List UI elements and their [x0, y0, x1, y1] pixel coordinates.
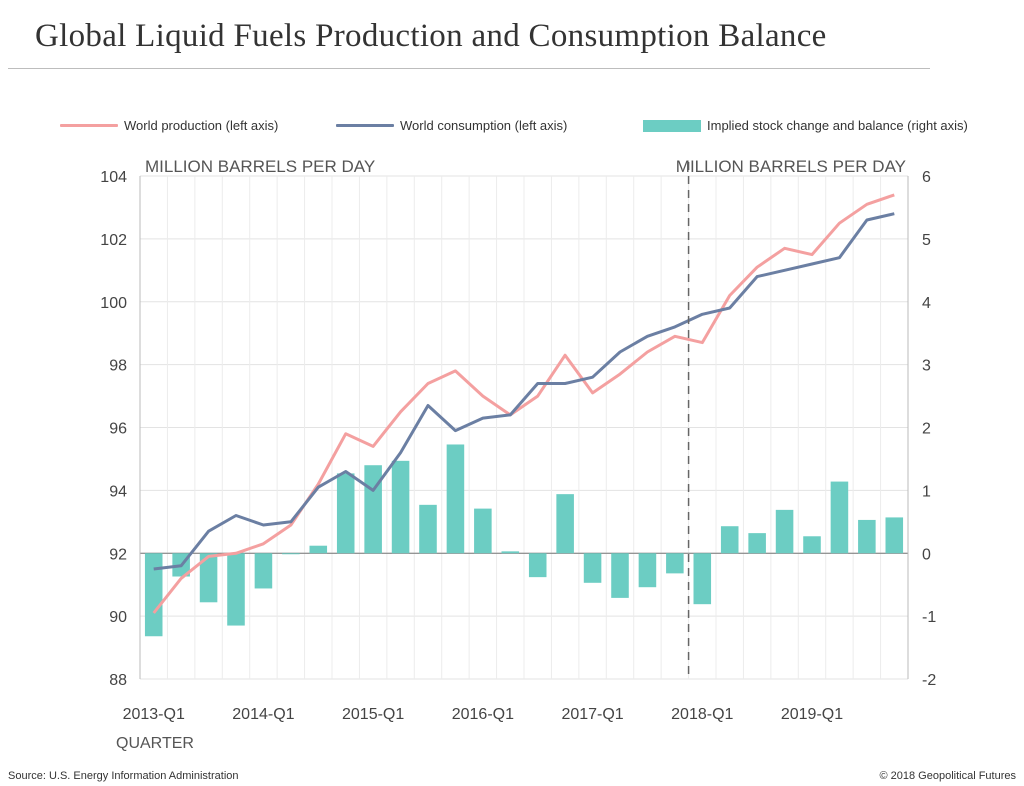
- bar-balance: [583, 553, 602, 583]
- bar-balance: [858, 519, 876, 554]
- legend-label-balance: Implied stock change and balance (right …: [707, 118, 968, 133]
- copyright-note: © 2018 Geopolitical Futures: [879, 770, 1016, 782]
- y-right-axis-title: MILLION BARRELS PER DAY: [676, 157, 906, 176]
- bar-balance: [720, 526, 739, 554]
- y-right-tick-label: -2: [922, 672, 936, 689]
- source-note: Source: U.S. Energy Information Administ…: [8, 770, 239, 782]
- y-left-tick-label: 88: [109, 672, 127, 689]
- legend-swatch-balance: [643, 119, 701, 132]
- chart-title: Global Liquid Fuels Production and Consu…: [35, 18, 827, 54]
- title-divider: [8, 68, 930, 69]
- bar-balance: [638, 553, 657, 588]
- y-left-tick-label: 102: [100, 232, 127, 249]
- legend-label-consumption: World consumption (left axis): [400, 118, 568, 133]
- bar-balance: [336, 473, 355, 554]
- y-left-tick-label: 98: [109, 358, 127, 375]
- y-left-tick-label: 94: [109, 483, 127, 500]
- bar-balance: [309, 545, 328, 554]
- bar-balance: [254, 553, 273, 589]
- y-right-tick-label: 4: [922, 295, 931, 312]
- legend-item-production: World production (left axis): [60, 118, 278, 133]
- y-left-tick-label: 100: [100, 295, 127, 312]
- bar-balance: [199, 553, 218, 603]
- legend-swatch-production: [60, 124, 118, 127]
- x-tick-label: 2014-Q1: [232, 706, 294, 723]
- bar-balance: [419, 504, 437, 554]
- y-right-tick-label: 6: [922, 169, 931, 186]
- y-right-tick-label: -1: [922, 609, 936, 626]
- y-left-tick-label: 96: [109, 421, 127, 438]
- x-axis-title: QUARTER: [116, 735, 194, 752]
- legend-item-consumption: World consumption (left axis): [336, 118, 567, 133]
- legend-swatch-consumption: [336, 124, 394, 127]
- bar-balance: [693, 553, 712, 605]
- legend-item-balance: Implied stock change and balance (right …: [643, 118, 968, 133]
- bar-balance: [501, 551, 520, 554]
- bar-balance: [556, 494, 574, 554]
- bar-balance: [830, 481, 849, 554]
- bar-balance: [474, 508, 492, 554]
- chart-legend: World production (left axis) World consu…: [0, 118, 1024, 138]
- bar-balance: [364, 465, 382, 554]
- bar-balance: [391, 460, 410, 554]
- legend-label-production: World production (left axis): [124, 118, 279, 133]
- axes: 104 6 102 5 100 4 98 3 96 2 94 1 92 0 90 -1 88 -2 2013-Q1 2…: [100, 157, 936, 752]
- y-right-tick-label: 5: [922, 232, 931, 249]
- bar-balance: [144, 553, 163, 637]
- x-tick-label: 2015-Q1: [342, 706, 404, 723]
- x-tick-label: 2016-Q1: [452, 706, 514, 723]
- bar-balance: [446, 444, 465, 554]
- y-left-axis-title: MILLION BARRELS PER DAY: [145, 157, 375, 176]
- bar-balance: [775, 509, 794, 554]
- x-tick-label: 2019-Q1: [781, 706, 843, 723]
- y-right-tick-label: 3: [922, 358, 931, 375]
- x-tick-label: 2013-Q1: [123, 706, 185, 723]
- bar-balance: [666, 553, 684, 574]
- y-right-tick-label: 1: [922, 483, 931, 500]
- bar-balance: [803, 536, 821, 554]
- y-left-tick-label: 92: [109, 546, 127, 563]
- y-right-tick-label: 0: [922, 546, 931, 563]
- y-right-tick-label: 2: [922, 421, 931, 438]
- y-left-tick-label: 90: [109, 609, 127, 626]
- x-tick-label: 2017-Q1: [561, 706, 623, 723]
- bar-series-balance: [144, 444, 904, 637]
- line-series: [152, 193, 895, 614]
- bar-balance: [748, 533, 766, 554]
- line-production: [152, 193, 895, 614]
- bar-balance: [528, 553, 547, 578]
- bar-balance: [227, 553, 245, 626]
- bar-balance: [611, 553, 629, 598]
- bar-balance: [885, 517, 904, 554]
- y-left-tick-label: 104: [100, 169, 127, 186]
- line-consumption: [153, 212, 895, 571]
- bar-balance: [282, 553, 300, 555]
- x-tick-label: 2018-Q1: [671, 706, 733, 723]
